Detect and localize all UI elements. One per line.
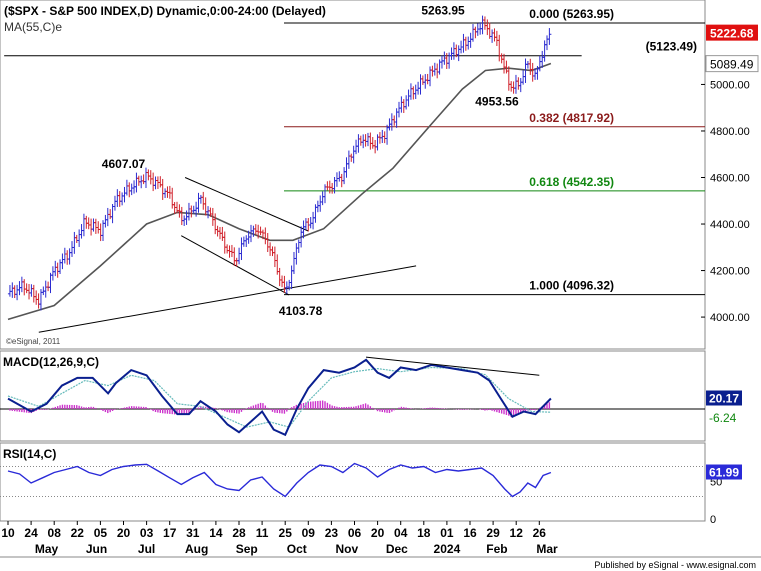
price-layer: 4000.00 4200.00 4400.00 4600.00 4800.00 5000.…	[4, 4, 759, 333]
x-tick-label: 31	[186, 526, 200, 540]
x-tick-label: 18	[417, 526, 431, 540]
fib-level-label: 0.382 (4817.92)	[529, 111, 614, 125]
x-tick-label: 03	[140, 526, 154, 540]
price-annotation: 5263.95	[421, 4, 465, 18]
price-panel	[0, 0, 706, 350]
x-month-label: 2024	[434, 542, 461, 556]
price-annotation: 4607.07	[102, 157, 146, 171]
macd-signal-value: -6.24	[709, 411, 737, 425]
x-month-label: Feb	[486, 542, 507, 556]
x-tick-label: 17	[163, 526, 177, 540]
macd-panel	[0, 350, 706, 442]
x-tick-label: 25	[279, 526, 293, 540]
x-tick-label: 20	[117, 526, 131, 540]
fib-level-label: 0.000 (5263.95)	[529, 7, 614, 21]
publisher-footer: Published by eSignal - www.esignal.com	[594, 560, 756, 570]
x-tick-label: 22	[71, 526, 85, 540]
price-tick-label: 4000.00	[710, 312, 750, 324]
x-month-label: Sep	[236, 542, 258, 556]
resistance-label: (5123.49)	[646, 40, 697, 54]
x-month-label: Jul	[138, 542, 155, 556]
fib-level-label: 1.000 (4096.32)	[529, 279, 614, 293]
macd-divergence-line	[365, 356, 540, 376]
x-tick-label: 05	[94, 526, 108, 540]
x-tick-label: 11	[256, 526, 269, 540]
fib-level-label: 0.618 (4542.35)	[529, 175, 614, 189]
macd-signal-line	[7, 366, 551, 428]
x-tick-label: 01	[440, 526, 454, 540]
macd-value: 20.17	[709, 392, 739, 406]
rsi-value: 61.99	[709, 466, 739, 480]
esignal-copyright: ©eSignal, 2011	[6, 337, 61, 346]
ma-value: 5089.49	[710, 58, 754, 72]
ma-55-line	[7, 62, 552, 321]
price-tick-label: 4600.00	[710, 173, 750, 185]
x-tick-label: 20	[371, 526, 385, 540]
x-tick-label: 08	[48, 526, 62, 540]
rsi-panel	[0, 442, 706, 522]
price-tick-label: 4200.00	[710, 266, 750, 278]
x-month-label: Dec	[386, 542, 408, 556]
price-tick-label: 5000.00	[710, 79, 750, 91]
x-tick-label: 23	[325, 526, 339, 540]
last-price-badge	[706, 24, 758, 41]
macd-title: MACD(12,26,9,C)	[3, 355, 99, 369]
macd-value-badge	[706, 390, 742, 406]
x-tick-label: 29	[486, 526, 500, 540]
trend-line	[38, 265, 417, 333]
x-tick-label: 04	[394, 526, 408, 540]
x-month-label: May	[35, 542, 59, 556]
macd-layer: 20.17 -6.24	[0, 356, 742, 437]
rsi-tick-label: 0	[710, 514, 716, 526]
x-tick-label: 09	[302, 526, 316, 540]
x-tick-label: 12	[510, 526, 524, 540]
trend-line	[181, 235, 290, 296]
x-tick-label: 16	[463, 526, 477, 540]
x-month-label: Jun	[86, 542, 107, 556]
chart-title: ($SPX - S&P 500 INDEX,D) Dynamic,0:00-24…	[4, 4, 326, 18]
x-tick-label: 28	[232, 526, 246, 540]
x-month-label: Oct	[287, 542, 307, 556]
price-tick-label: 4400.00	[710, 219, 750, 231]
price-annotation: 4103.78	[279, 304, 323, 318]
rsi-value-badge	[706, 464, 742, 480]
x-month-label: Aug	[185, 542, 208, 556]
ma-legend: MA(55,C)e	[4, 20, 62, 34]
x-tick-label: 10	[1, 526, 15, 540]
macd-line	[7, 358, 552, 437]
x-tick-label: 24	[24, 526, 38, 540]
x-tick-label: 26	[533, 526, 547, 540]
price-annotation: 4953.56	[475, 94, 519, 108]
x-month-label: Nov	[335, 542, 358, 556]
rsi-title: RSI(14,C)	[3, 447, 56, 461]
last-price-value: 5222.68	[710, 27, 754, 41]
x-tick-label: 06	[348, 526, 362, 540]
price-tick-label: 4800.00	[710, 126, 750, 138]
axis-layer: 10 24 08 22 05 20 03 17 31 14 28 11 25 09 23 06 20 04 18 01…	[1, 521, 558, 556]
ma-value-badge	[705, 55, 759, 73]
x-month-label: Mar	[536, 542, 558, 556]
rsi-line	[7, 462, 552, 498]
x-tick-label: 14	[209, 526, 223, 540]
trend-line	[184, 177, 309, 232]
